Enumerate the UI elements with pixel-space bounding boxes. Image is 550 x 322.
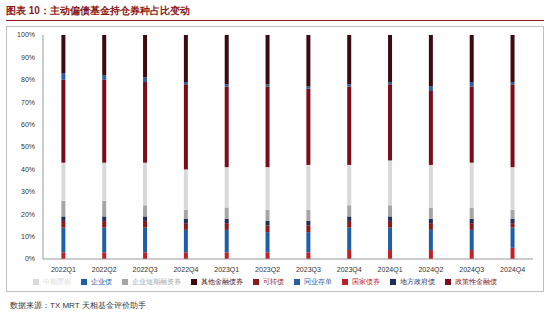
svg-text:2022Q4: 2022Q4 [173, 266, 198, 274]
html-text:政策性金融债: 政策性金融债 [455, 278, 497, 285]
html-text:其他金融债券: 其他金融债券 [201, 278, 243, 285]
svg-text:2024Q2: 2024Q2 [418, 266, 443, 274]
html-text:地方政府债: 地方政府债 [400, 278, 435, 285]
svg-text:70%: 70% [21, 99, 35, 106]
svg-text:30%: 30% [21, 188, 35, 195]
svg-text:20%: 20% [21, 211, 35, 218]
svg-text:10%: 10% [21, 233, 35, 240]
html-text:同业存单: 同业存单 [304, 278, 332, 285]
html-text:中期票据: 中期票据 [43, 278, 71, 285]
svg-text:100%: 100% [17, 31, 35, 38]
svg-text:90%: 90% [21, 54, 35, 61]
html-text:企业短期融资券: 企业短期融资券 [132, 278, 181, 285]
html-text:国家债券: 国家债券 [352, 278, 380, 285]
svg-text:2024Q1: 2024Q1 [378, 266, 403, 274]
svg-text:80%: 80% [21, 76, 35, 83]
svg-text:2022Q2: 2022Q2 [92, 266, 117, 274]
svg-text:2023Q2: 2023Q2 [255, 266, 280, 274]
svg-text:2024Q3: 2024Q3 [459, 266, 484, 274]
svg-text:2022Q3: 2022Q3 [133, 266, 158, 274]
svg-text:2023Q4: 2023Q4 [337, 266, 362, 274]
html-text:图表 10：主动偏债基金持仓券种占比变动: 图表 10：主动偏债基金持仓券种占比变动 [6, 5, 190, 16]
svg-text:2022Q1: 2022Q1 [51, 266, 76, 274]
svg-text:0%: 0% [25, 255, 35, 262]
svg-text:2023Q1: 2023Q1 [214, 266, 239, 274]
svg-text:60%: 60% [21, 121, 35, 128]
svg-text:40%: 40% [21, 166, 35, 173]
html-text:企业债: 企业债 [91, 278, 112, 285]
html-text:数据来源：TX MRT 天相基金评价助手: 数据来源：TX MRT 天相基金评价助手 [10, 301, 146, 310]
html-text:可转债: 可转债 [263, 278, 284, 285]
svg-text:2023Q3: 2023Q3 [296, 266, 321, 274]
svg-text:2024Q4: 2024Q4 [500, 266, 525, 274]
svg-text:50%: 50% [21, 143, 35, 150]
